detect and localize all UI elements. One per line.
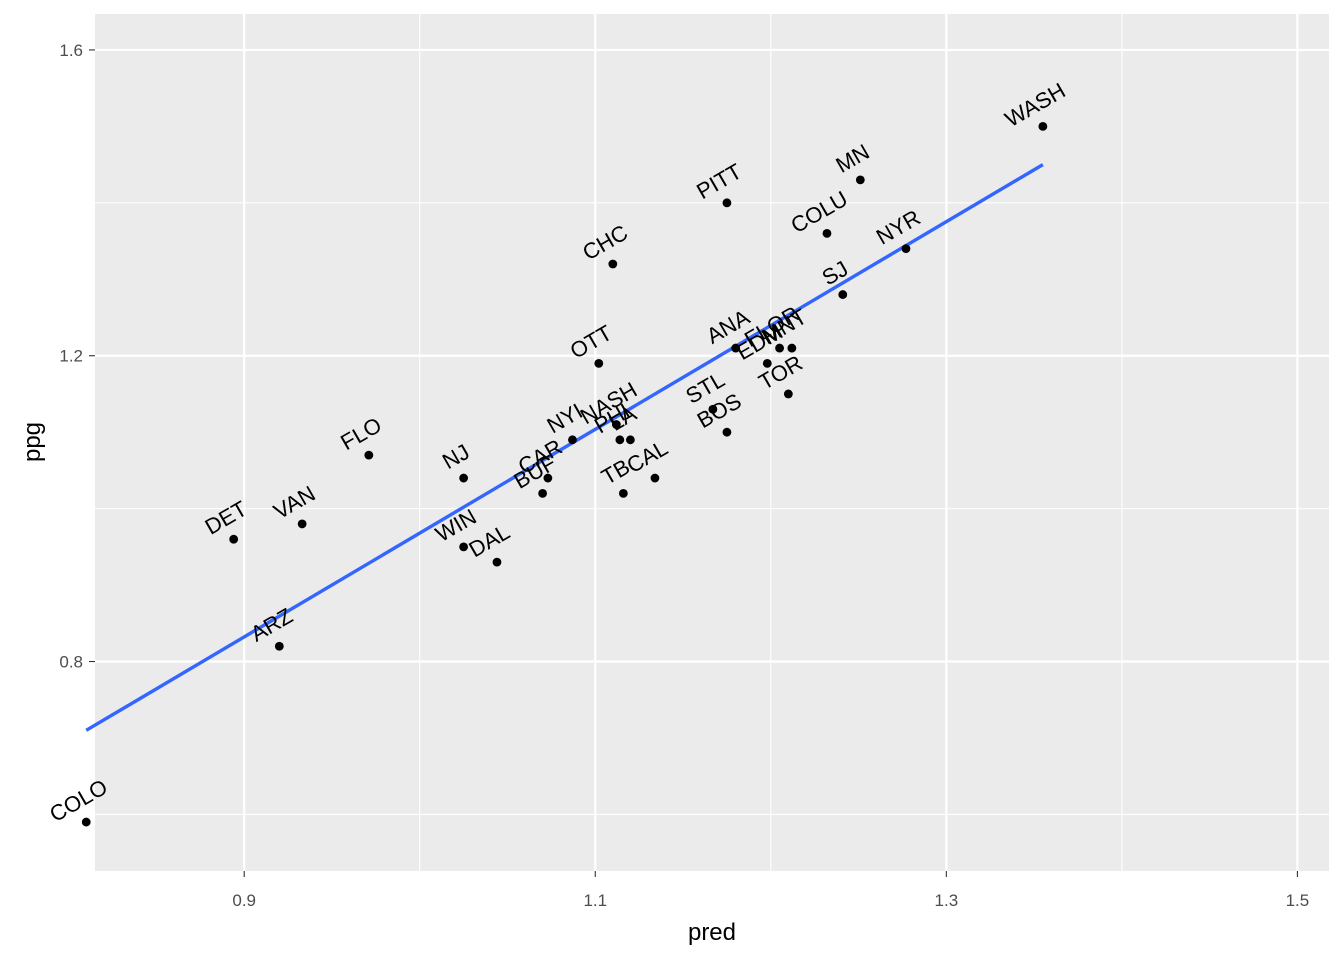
y-axis-title: ppg <box>19 422 46 462</box>
data-point <box>722 198 732 208</box>
data-point <box>611 420 621 429</box>
data-point <box>297 519 307 529</box>
data-point <box>594 358 604 368</box>
data-point <box>459 473 469 483</box>
y-tick-label: 1.6 <box>59 41 83 60</box>
data-point <box>822 229 832 238</box>
data-point <box>568 435 577 445</box>
y-tick-label: 0.8 <box>59 653 83 672</box>
data-point <box>492 557 502 567</box>
data-point <box>81 817 91 827</box>
data-point <box>1038 121 1048 131</box>
data-point <box>787 343 797 353</box>
data-point <box>608 259 618 269</box>
data-point <box>538 488 548 498</box>
data-point <box>625 435 635 445</box>
major-gridlines <box>95 14 1329 871</box>
panel-background <box>95 14 1329 871</box>
data-point <box>762 358 772 368</box>
data-point <box>775 343 784 353</box>
minor-gridlines <box>68 14 1329 871</box>
data-point <box>901 244 911 254</box>
data-point <box>459 542 469 552</box>
data-point <box>229 534 239 544</box>
data-point <box>274 641 284 651</box>
x-tick-label: 1.1 <box>583 891 607 910</box>
x-axis-ticks: 0.9 1.1 1.3 1.5 <box>232 871 1309 910</box>
data-point <box>543 473 553 483</box>
data-points <box>81 121 1048 827</box>
regression-line <box>85 163 1044 732</box>
data-point <box>838 290 848 299</box>
y-tick-label: 1.2 <box>59 347 83 366</box>
data-point <box>855 175 865 185</box>
x-tick-label: 0.9 <box>232 891 256 910</box>
data-point <box>708 404 718 414</box>
x-tick-label: 1.3 <box>935 891 959 910</box>
data-point <box>615 435 625 445</box>
data-point <box>722 427 732 437</box>
x-axis-title: pred <box>688 919 736 946</box>
data-point <box>731 343 741 353</box>
y-axis-ticks: 0.8 1.2 1.6 <box>59 41 95 672</box>
data-point <box>650 473 660 483</box>
data-point <box>783 389 793 399</box>
data-point <box>364 450 374 460</box>
x-tick-label: 1.5 <box>1286 891 1310 910</box>
data-point <box>618 488 628 498</box>
